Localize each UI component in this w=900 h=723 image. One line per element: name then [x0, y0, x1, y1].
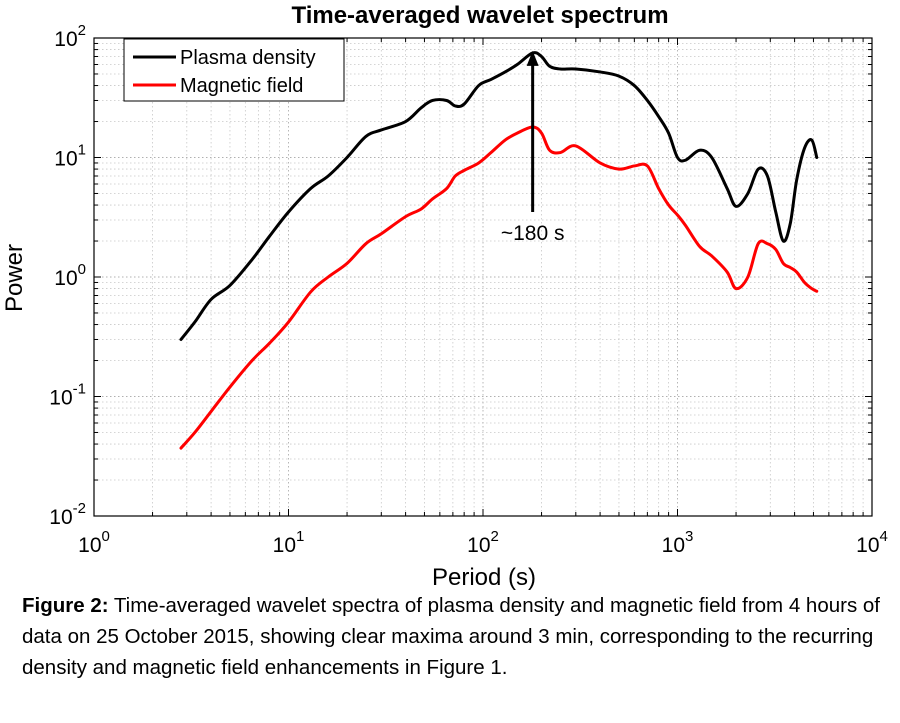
- grid-lines: [94, 38, 872, 516]
- peak-arrow-head: [526, 50, 539, 66]
- series-line-plasma-density: [179, 51, 819, 341]
- x-tick-label: 101: [273, 528, 305, 557]
- caption-label: Figure 2:: [22, 594, 109, 617]
- y-axis-label: Power: [1, 244, 28, 312]
- x-axis-label: Period (s): [432, 564, 536, 590]
- series-line-magnetic-field: [179, 125, 819, 450]
- caption-text: Time-averaged wavelet spectra of plasma …: [22, 594, 880, 679]
- x-tick-label: 103: [662, 528, 694, 557]
- x-tick-label: 102: [467, 528, 499, 557]
- y-tick-label: 102: [54, 22, 86, 51]
- legend: Plasma density Magnetic field: [123, 38, 345, 102]
- series-lines: [179, 51, 819, 450]
- peak-annotation: ~180 s: [501, 50, 565, 245]
- peak-annotation-label: ~180 s: [501, 222, 565, 245]
- y-tick-label: 10-2: [49, 500, 86, 529]
- x-tick-label: 100: [78, 528, 110, 557]
- chart-title: Time-averaged wavelet spectrum: [291, 2, 668, 29]
- y-tick-label: 101: [54, 142, 86, 171]
- wavelet-spectrum-chart: ~180 s 100 101 102 103 10410-210-1100101102 …: [1, 2, 888, 590]
- x-tick-label: 104: [856, 528, 888, 557]
- figure-caption: Figure 2: Time-averaged wavelet spectra …: [22, 590, 882, 683]
- axis-ticks: 100 101 102 103 104 10-2 10-1 100 101 102: [49, 22, 888, 557]
- legend-box: [123, 38, 345, 102]
- y-tick-label: 10-1: [49, 381, 86, 410]
- legend-label-plasma-density: Plasma density: [180, 47, 316, 69]
- legend-label-magnetic-field: Magnetic field: [180, 75, 303, 97]
- y-tick-label: 100: [54, 261, 86, 290]
